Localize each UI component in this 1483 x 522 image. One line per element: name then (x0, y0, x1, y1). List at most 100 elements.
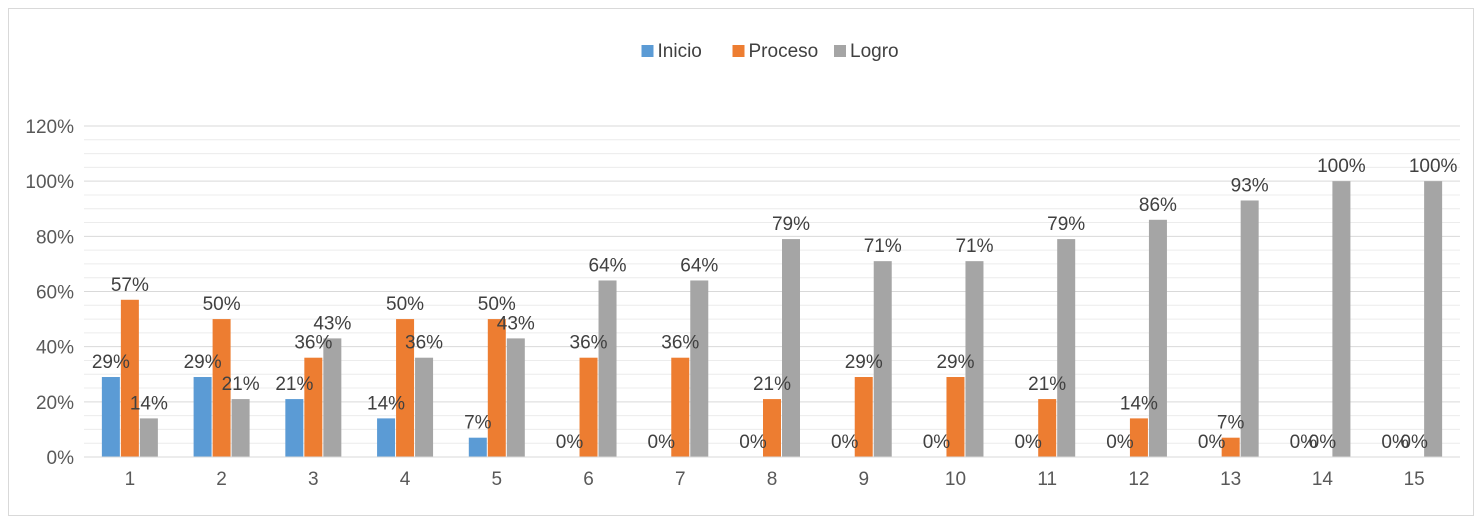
data-label: 100% (1317, 156, 1366, 177)
bar-logro (873, 261, 892, 457)
data-label: 50% (478, 294, 516, 315)
bar-logro (690, 280, 709, 457)
data-label: 64% (680, 255, 718, 276)
data-label: 29% (184, 352, 222, 373)
x-tick-label: 8 (767, 469, 778, 490)
bar-proceso (1038, 399, 1057, 457)
data-label: 36% (661, 333, 699, 354)
bar-proceso (396, 319, 415, 457)
legend-label: Inicio (658, 41, 702, 62)
bar-proceso (671, 357, 690, 457)
bar-logro (598, 280, 617, 457)
data-label: 93% (1231, 175, 1269, 196)
x-tick-label: 2 (216, 469, 227, 490)
data-label: 100% (1409, 156, 1458, 177)
data-label: 0% (556, 432, 584, 453)
data-label: 29% (845, 352, 883, 373)
legend-label: Proceso (749, 41, 819, 62)
y-tick-label: 120% (25, 117, 74, 138)
data-label: 14% (1120, 393, 1158, 414)
bar-proceso (579, 357, 598, 457)
data-label: 29% (92, 352, 130, 373)
bar-logro (782, 239, 800, 457)
bar-proceso (854, 377, 873, 457)
bar-logro (1332, 181, 1351, 457)
legend-swatch (641, 45, 654, 57)
x-tick-label: 1 (125, 469, 136, 490)
legend-swatch (834, 45, 846, 57)
data-label: 0% (1014, 432, 1042, 453)
data-label: 21% (1028, 374, 1066, 395)
bar-logro (1424, 181, 1443, 457)
data-label: 0% (1106, 432, 1134, 453)
data-label: 0% (739, 432, 767, 453)
y-tick-label: 20% (36, 393, 74, 414)
data-labels: 29%57%14%29%50%21% 21%36%43%14%50%36%7%50… (92, 156, 1458, 453)
x-tick-label: 15 (1404, 469, 1425, 490)
axes: 0%20%40%60%80%100%120%1 2 3 4 5 6 7 8 9 10 11 12 13 1… (25, 117, 1460, 490)
x-tick-label: 14 (1312, 469, 1334, 490)
bar-logro (965, 261, 984, 457)
data-label: 21% (275, 374, 313, 395)
legend-swatch (732, 45, 745, 57)
y-tick-label: 60% (36, 283, 74, 304)
x-tick-label: 9 (858, 469, 869, 490)
data-label: 64% (589, 255, 627, 276)
data-label: 36% (294, 333, 332, 354)
x-tick-label: 12 (1128, 469, 1149, 490)
bar-proceso (212, 319, 231, 457)
y-tick-label: 0% (47, 448, 75, 469)
data-label: 71% (955, 236, 993, 257)
bar-proceso (1129, 418, 1148, 457)
bars (101, 181, 1443, 457)
data-label: 0% (1198, 432, 1226, 453)
bar-inicio (285, 399, 304, 457)
bar-proceso (304, 357, 323, 457)
bar-chart: 29%57%14%29%50%21% 21%36%43%14%50%36%7%50… (25, 41, 1460, 490)
legend: Inicio Proceso Logro (641, 41, 899, 62)
bar-proceso (763, 399, 781, 457)
data-label: 0% (1400, 432, 1428, 453)
bar-inicio (377, 418, 396, 457)
x-tick-label: 4 (400, 469, 411, 490)
chart-frame: 29% 57% 14% 29% 50% 21% 21% 36% 43% 14% 50% 36% 7% 50… (8, 8, 1474, 516)
data-label: 21% (753, 374, 791, 395)
data-label: 43% (313, 313, 351, 334)
data-label: 50% (386, 294, 424, 315)
bar-logro (139, 418, 158, 457)
bar-logro (415, 357, 434, 457)
legend-item-logro: Logro (834, 41, 899, 62)
bar-inicio (193, 377, 212, 457)
data-label: 79% (772, 214, 810, 235)
y-tick-label: 40% (36, 338, 74, 359)
legend-label: Logro (850, 41, 899, 62)
data-label: 29% (936, 352, 974, 373)
data-label: 50% (203, 294, 241, 315)
data-label: 0% (1290, 432, 1318, 453)
bar-logro (323, 338, 342, 457)
x-tick-label: 10 (945, 469, 966, 490)
legend-item-inicio: Inicio (641, 41, 702, 62)
data-label: 57% (111, 275, 149, 296)
x-tick-label: 13 (1220, 469, 1241, 490)
bar-proceso (1221, 437, 1240, 457)
legend-item-proceso: Proceso (732, 41, 819, 62)
data-label: 7% (464, 413, 492, 434)
bar-logro (1240, 200, 1259, 457)
bar-inicio (468, 437, 487, 457)
data-label: 0% (648, 432, 676, 453)
bar-logro (231, 399, 250, 457)
data-label: 79% (1047, 214, 1085, 235)
y-tick-label: 80% (36, 227, 74, 248)
data-label: 86% (1139, 195, 1177, 216)
bar-inicio (101, 377, 120, 457)
bar-logro (1057, 239, 1076, 457)
bar-logro (1148, 219, 1167, 457)
bar-proceso (487, 319, 506, 457)
x-tick-label: 7 (675, 469, 686, 490)
data-label: 71% (864, 236, 902, 257)
data-label: 36% (405, 333, 443, 354)
data-label: 14% (367, 393, 405, 414)
bar-proceso (120, 299, 139, 457)
data-label: 0% (831, 432, 859, 453)
